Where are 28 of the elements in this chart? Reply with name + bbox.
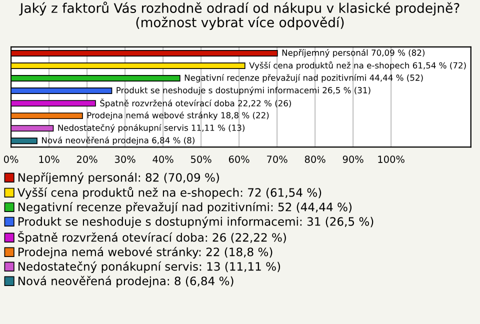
x-tick-label: 70% [267,156,288,163]
data-label: Špatně rozvržená otevírací doba 22,22 % (26) [100,98,291,108]
data-label: Negativní recenze převažují nad pozitivními 44,44 % (52) [184,74,423,82]
legend-label: Nová neověřená prodejna: 8 (6,84 %) [18,276,234,288]
legend-label: Špatně rozvržená otevírací doba: 26 (22,22 %) [18,230,286,244]
x-tick-label: 80% [304,156,326,163]
x-tick-label: 100% [378,156,404,163]
legend-label: Prodejna nemá webové stránky: 22 (18,8 %) [18,246,272,259]
x-tick-label: 50% [191,156,212,163]
x-tick-label: 10% [39,156,60,163]
x-tick-label: 40% [152,156,174,163]
x-tick-label: 60% [228,156,250,163]
x-tick-label: 0% [4,156,18,163]
data-label: Prodejna nemá webové stránky 18,8 % (22) [87,112,269,120]
data-label: Nová neověřená prodejna 6,84 % (8) [42,136,194,146]
x-tick-label: 90% [342,156,364,163]
legend-label: Nedostatečný ponákupní servis: 13 (11,11 %) [18,261,280,274]
x-tick-label: 20% [76,156,98,163]
data-label: Produkt se neshoduje s dostupnými informacemi 26,5 % (31) [116,86,370,95]
data-label: Nepříjemný personál 70,09 % (82) [282,49,424,58]
data-label: Nedostatečný ponákupní servis 11,11 % (13) [58,124,244,133]
legend-label: Vyšší cena produktů než na e-shopech: 72 (61,54 %) [17,186,322,200]
x-tick-label: 30% [114,156,136,163]
data-label: Vyšší cena produktů než na e-shopech 61,54 % (72) [249,61,466,70]
legend-label: Produkt se neshoduje s dostupnými informacemi: 31 (26,5 %) [18,216,374,228]
legend-label: Nepříjemný personál: 82 (70,09 %) [18,172,219,184]
legend-label: Negativní recenze převažují nad pozitivními: 52 (44,44 %) [18,202,352,214]
chart-title: Jaký z faktorů Vás rozhodně odradí od nákupu v klasické prodejně? (možnost vybrat více odpovědí) [19,2,460,30]
